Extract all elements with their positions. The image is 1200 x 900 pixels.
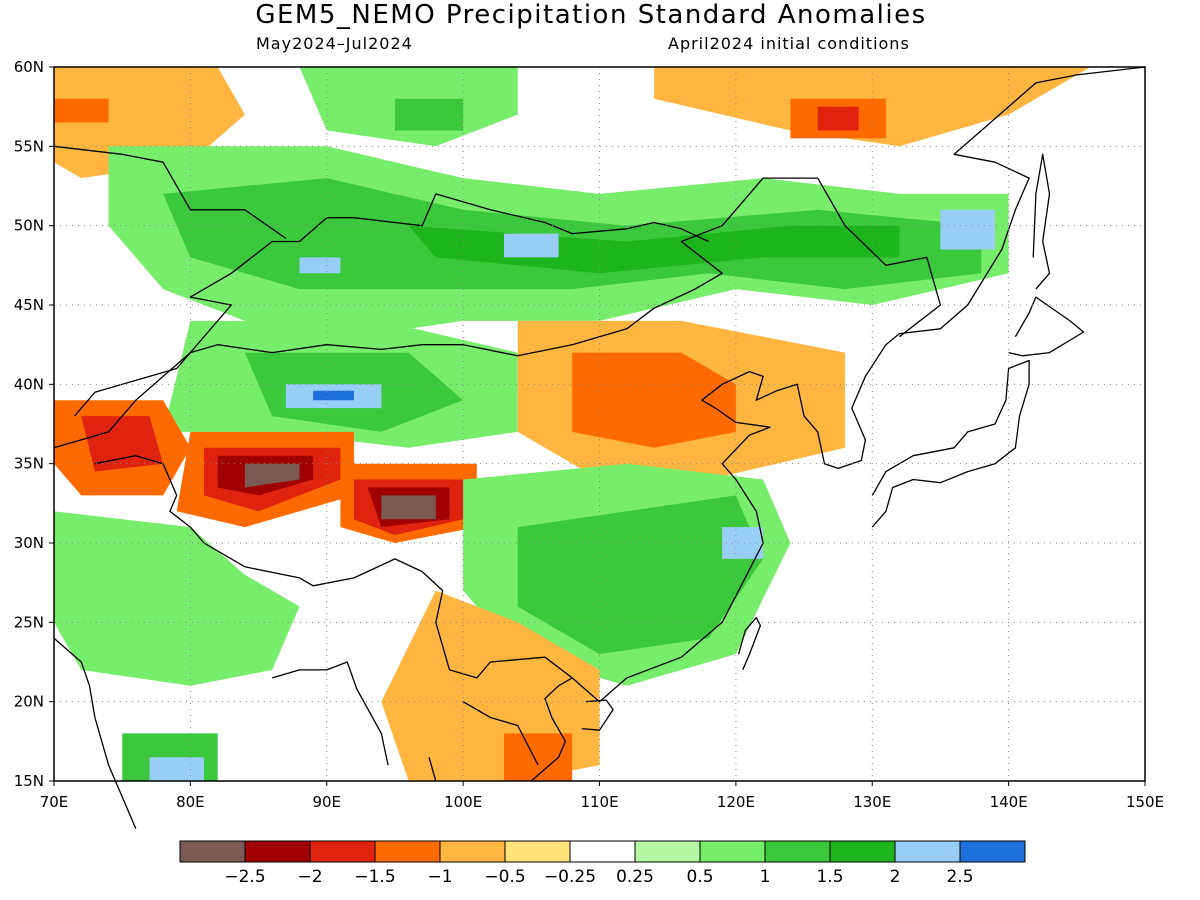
- coastline-1: [871, 359, 1030, 528]
- region-tibet-east-brown: [381, 495, 436, 520]
- lat-tick-label: 30N: [14, 534, 44, 552]
- colorbar-label: 2: [890, 867, 901, 887]
- colorbar-swatch: [634, 840, 701, 863]
- coastline-11: [272, 661, 389, 766]
- region-india-blue: [149, 757, 204, 781]
- colorbar-label: 1: [760, 867, 771, 887]
- coastline-8: [53, 145, 287, 239]
- colorbar-label: 0.5: [686, 867, 713, 887]
- region-east-siberia-peak: [817, 106, 859, 131]
- region-india-green: [54, 511, 300, 686]
- lat-tick-label: 50N: [14, 217, 44, 235]
- lat-tick-label: 55N: [14, 137, 44, 155]
- lat-tick-label: 60N: [14, 58, 44, 76]
- colorbar-swatch: [959, 840, 1026, 863]
- colorbar-swatch: [179, 840, 246, 863]
- longitude-ticks: 70E 80E 90E 100E 110E 120E 130E 140E 150E: [40, 781, 1164, 811]
- colorbar-label: −2.5: [224, 867, 265, 887]
- lon-tick-label: 140E: [990, 793, 1028, 811]
- lat-tick-label: 15N: [14, 772, 44, 790]
- region-indochina-mid: [504, 733, 573, 781]
- region-amur-blue: [940, 209, 995, 250]
- coastline-12: [428, 757, 437, 782]
- colorbar-swatch: [244, 840, 311, 863]
- latitude-ticks: 15N 20N 25N 30N 35N 40N 45N 50N 55N 60N: [14, 58, 54, 790]
- map-title: GEM5_NEMO Precipitation Standard Anomali…: [255, 0, 927, 30]
- coastline-7: [189, 193, 709, 354]
- colorbar-swatch: [829, 840, 896, 863]
- lat-tick-label: 25N: [14, 613, 44, 631]
- coastline-4: [737, 616, 762, 671]
- colorbar-label: 2.5: [946, 867, 973, 887]
- region-west-siberia-core: [54, 98, 109, 123]
- colorbar-swatch: [569, 840, 636, 863]
- coastline-13: [530, 677, 573, 782]
- coastlines: [53, 66, 1146, 829]
- colorbar-swatch: [504, 840, 571, 863]
- region-balkhash-blue: [299, 257, 341, 274]
- region-altai-blue: [504, 233, 559, 258]
- region-south-china-mid: [517, 495, 764, 655]
- coastline-15: [74, 352, 191, 417]
- colorbar-swatch: [894, 840, 961, 863]
- colorbar-label: −0.5: [484, 867, 525, 887]
- initial-conditions: April2024 initial conditions: [668, 34, 910, 53]
- lon-tick-label: 100E: [444, 793, 482, 811]
- coastline-2: [1008, 296, 1085, 357]
- colorbar-swatch: [439, 840, 506, 863]
- colorbar-label: 1.5: [816, 867, 843, 887]
- lon-tick-label: 70E: [40, 793, 69, 811]
- coastline-5: [581, 699, 614, 731]
- colorbar-swatch: [699, 840, 766, 863]
- coastline-10: [53, 637, 137, 829]
- coastline-14: [462, 701, 539, 766]
- lat-tick-label: 45N: [14, 296, 44, 314]
- region-tibet-west-brown: [244, 463, 300, 488]
- lat-tick-label: 20N: [14, 693, 44, 711]
- lon-tick-label: 90E: [312, 793, 341, 811]
- lon-tick-label: 130E: [853, 793, 891, 811]
- region-tarim-dark-blue: [313, 390, 354, 401]
- region-north-china-mid: [572, 352, 736, 448]
- coastline-0: [571, 66, 1146, 703]
- colorbar: −2.5 −2 −1.5 −1 −0.5 −0.25 0.25 0.5 1 1.5 2 2.5: [179, 840, 1026, 887]
- lat-tick-label: 40N: [14, 375, 44, 393]
- coastline-9: [94, 455, 573, 679]
- coastline-6: [53, 177, 942, 449]
- coastline-3: [1032, 153, 1051, 290]
- lon-tick-label: 110E: [580, 793, 618, 811]
- colorbar-swatch: [374, 840, 441, 863]
- colorbar-label: −0.25: [544, 867, 596, 887]
- colorbar-label: −1.5: [354, 867, 395, 887]
- lon-tick-label: 150E: [1126, 793, 1164, 811]
- colorbar-label: 0.25: [616, 867, 654, 887]
- lon-tick-label: 120E: [717, 793, 755, 811]
- lon-tick-label: 80E: [176, 793, 205, 811]
- anomaly-fields: [54, 67, 1091, 781]
- forecast-period: May2024–Jul2024: [256, 34, 413, 53]
- map-grid: [54, 67, 1145, 781]
- colorbar-swatch: [764, 840, 831, 863]
- colorbar-swatch: [309, 840, 376, 863]
- region-yangtze-blue: [722, 527, 764, 559]
- colorbar-label: −1: [427, 867, 452, 887]
- lat-tick-label: 35N: [14, 455, 44, 473]
- colorbar-label: −2: [297, 867, 322, 887]
- region-central-siberia-core: [394, 98, 464, 131]
